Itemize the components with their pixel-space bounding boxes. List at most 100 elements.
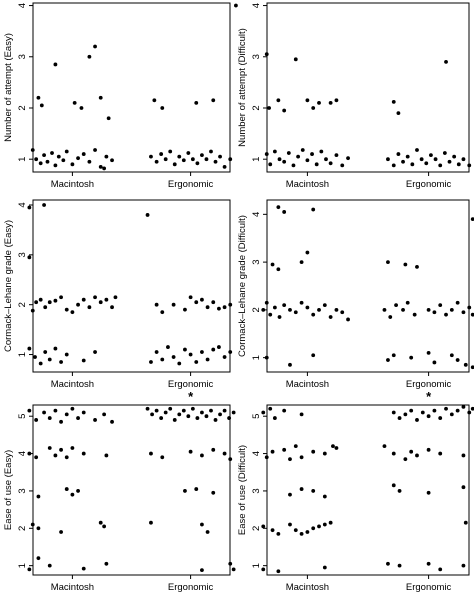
- data-point: [222, 451, 227, 456]
- data-point: [190, 406, 195, 411]
- data-point: [177, 154, 182, 159]
- data-point: [47, 446, 52, 450]
- data-point: [195, 161, 200, 166]
- data-point: [149, 451, 153, 456]
- data-point: [334, 446, 339, 450]
- data-point: [282, 303, 287, 308]
- data-point: [160, 357, 165, 362]
- data-point: [110, 305, 114, 310]
- data-point: [56, 154, 61, 159]
- data-point: [42, 410, 46, 415]
- data-point: [426, 307, 431, 312]
- data-point: [163, 410, 168, 415]
- data-point: [36, 494, 41, 499]
- y-tick-label: 5: [251, 414, 262, 419]
- data-point: [270, 449, 275, 454]
- data-point: [397, 489, 402, 493]
- data-point: [403, 412, 408, 417]
- data-point: [200, 453, 204, 458]
- data-point: [405, 154, 410, 159]
- data-point: [228, 302, 233, 307]
- data-point: [194, 300, 199, 305]
- data-point: [311, 106, 316, 110]
- data-point: [228, 561, 233, 566]
- data-point: [168, 406, 173, 411]
- y-tick-label: 1: [17, 352, 28, 357]
- data-point: [452, 154, 457, 159]
- plot-frame: [32, 404, 231, 576]
- panel-6: 1 2 3 4 5 Macintosh Ergonomic Ease of use (Diff…: [237, 404, 474, 593]
- data-point: [268, 162, 273, 167]
- y-tick-label: 4: [17, 451, 28, 456]
- data-point: [438, 416, 443, 420]
- data-point: [70, 310, 75, 315]
- y-tick-label: 2: [251, 105, 262, 110]
- data-point: [328, 161, 333, 166]
- data-point: [200, 297, 204, 302]
- data-point: [217, 306, 221, 311]
- data-point: [449, 412, 454, 417]
- data-point: [76, 489, 80, 493]
- data-point: [386, 561, 390, 566]
- data-point: [110, 419, 114, 424]
- data-point: [438, 163, 443, 168]
- data-point: [64, 149, 69, 154]
- data-point: [293, 310, 298, 315]
- data-point: [106, 116, 111, 121]
- data-point: [409, 449, 414, 454]
- data-point: [47, 300, 52, 305]
- data-point: [324, 157, 328, 162]
- data-point: [410, 162, 415, 167]
- data-point: [172, 162, 177, 167]
- data-point: [154, 350, 159, 354]
- data-point: [305, 250, 310, 255]
- data-point: [467, 410, 472, 415]
- data-point: [261, 567, 266, 572]
- data-point: [394, 303, 398, 308]
- y-tick-label: 4: [17, 202, 28, 207]
- data-point: [38, 161, 43, 166]
- x-tick-label: Macintosh: [51, 179, 94, 190]
- data-point: [59, 295, 63, 300]
- data-point: [467, 305, 472, 310]
- data-point: [386, 358, 390, 362]
- data-point: [447, 159, 452, 164]
- data-point: [432, 408, 437, 413]
- data-point: [429, 153, 433, 158]
- data-point: [346, 156, 350, 161]
- x-tick-label: Ergonomic: [406, 379, 452, 390]
- data-point: [76, 302, 80, 307]
- x-tick-label: Macintosh: [286, 379, 329, 390]
- data-point: [461, 310, 466, 315]
- data-point: [183, 347, 187, 352]
- data-point: [282, 447, 287, 452]
- panel-3: 1 2 3 4 Macintosh Ergonomic Cormack–Lehane gra…: [3, 199, 233, 404]
- data-point: [204, 157, 209, 162]
- data-point: [267, 106, 271, 110]
- data-point: [401, 159, 405, 164]
- y-axis-label: Ease of use (Difficult): [237, 445, 248, 535]
- data-point: [401, 307, 405, 312]
- data-point: [470, 312, 474, 317]
- data-point: [391, 99, 396, 104]
- data-point: [183, 489, 187, 493]
- data-point: [145, 213, 150, 217]
- data-point: [171, 355, 176, 359]
- data-point: [276, 205, 281, 210]
- data-point: [27, 255, 32, 260]
- data-point: [34, 418, 39, 422]
- data-point: [426, 414, 431, 419]
- data-point: [293, 444, 298, 448]
- data-point: [444, 312, 448, 317]
- data-point: [311, 353, 316, 358]
- data-point: [426, 447, 431, 452]
- data-point: [432, 310, 437, 315]
- data-point: [409, 355, 414, 360]
- data-point: [171, 302, 176, 307]
- data-point: [87, 54, 92, 59]
- data-point: [27, 205, 32, 210]
- data-point: [152, 98, 157, 103]
- data-point: [299, 412, 304, 417]
- data-point: [444, 59, 448, 64]
- x-tick-label: Macintosh: [51, 582, 94, 593]
